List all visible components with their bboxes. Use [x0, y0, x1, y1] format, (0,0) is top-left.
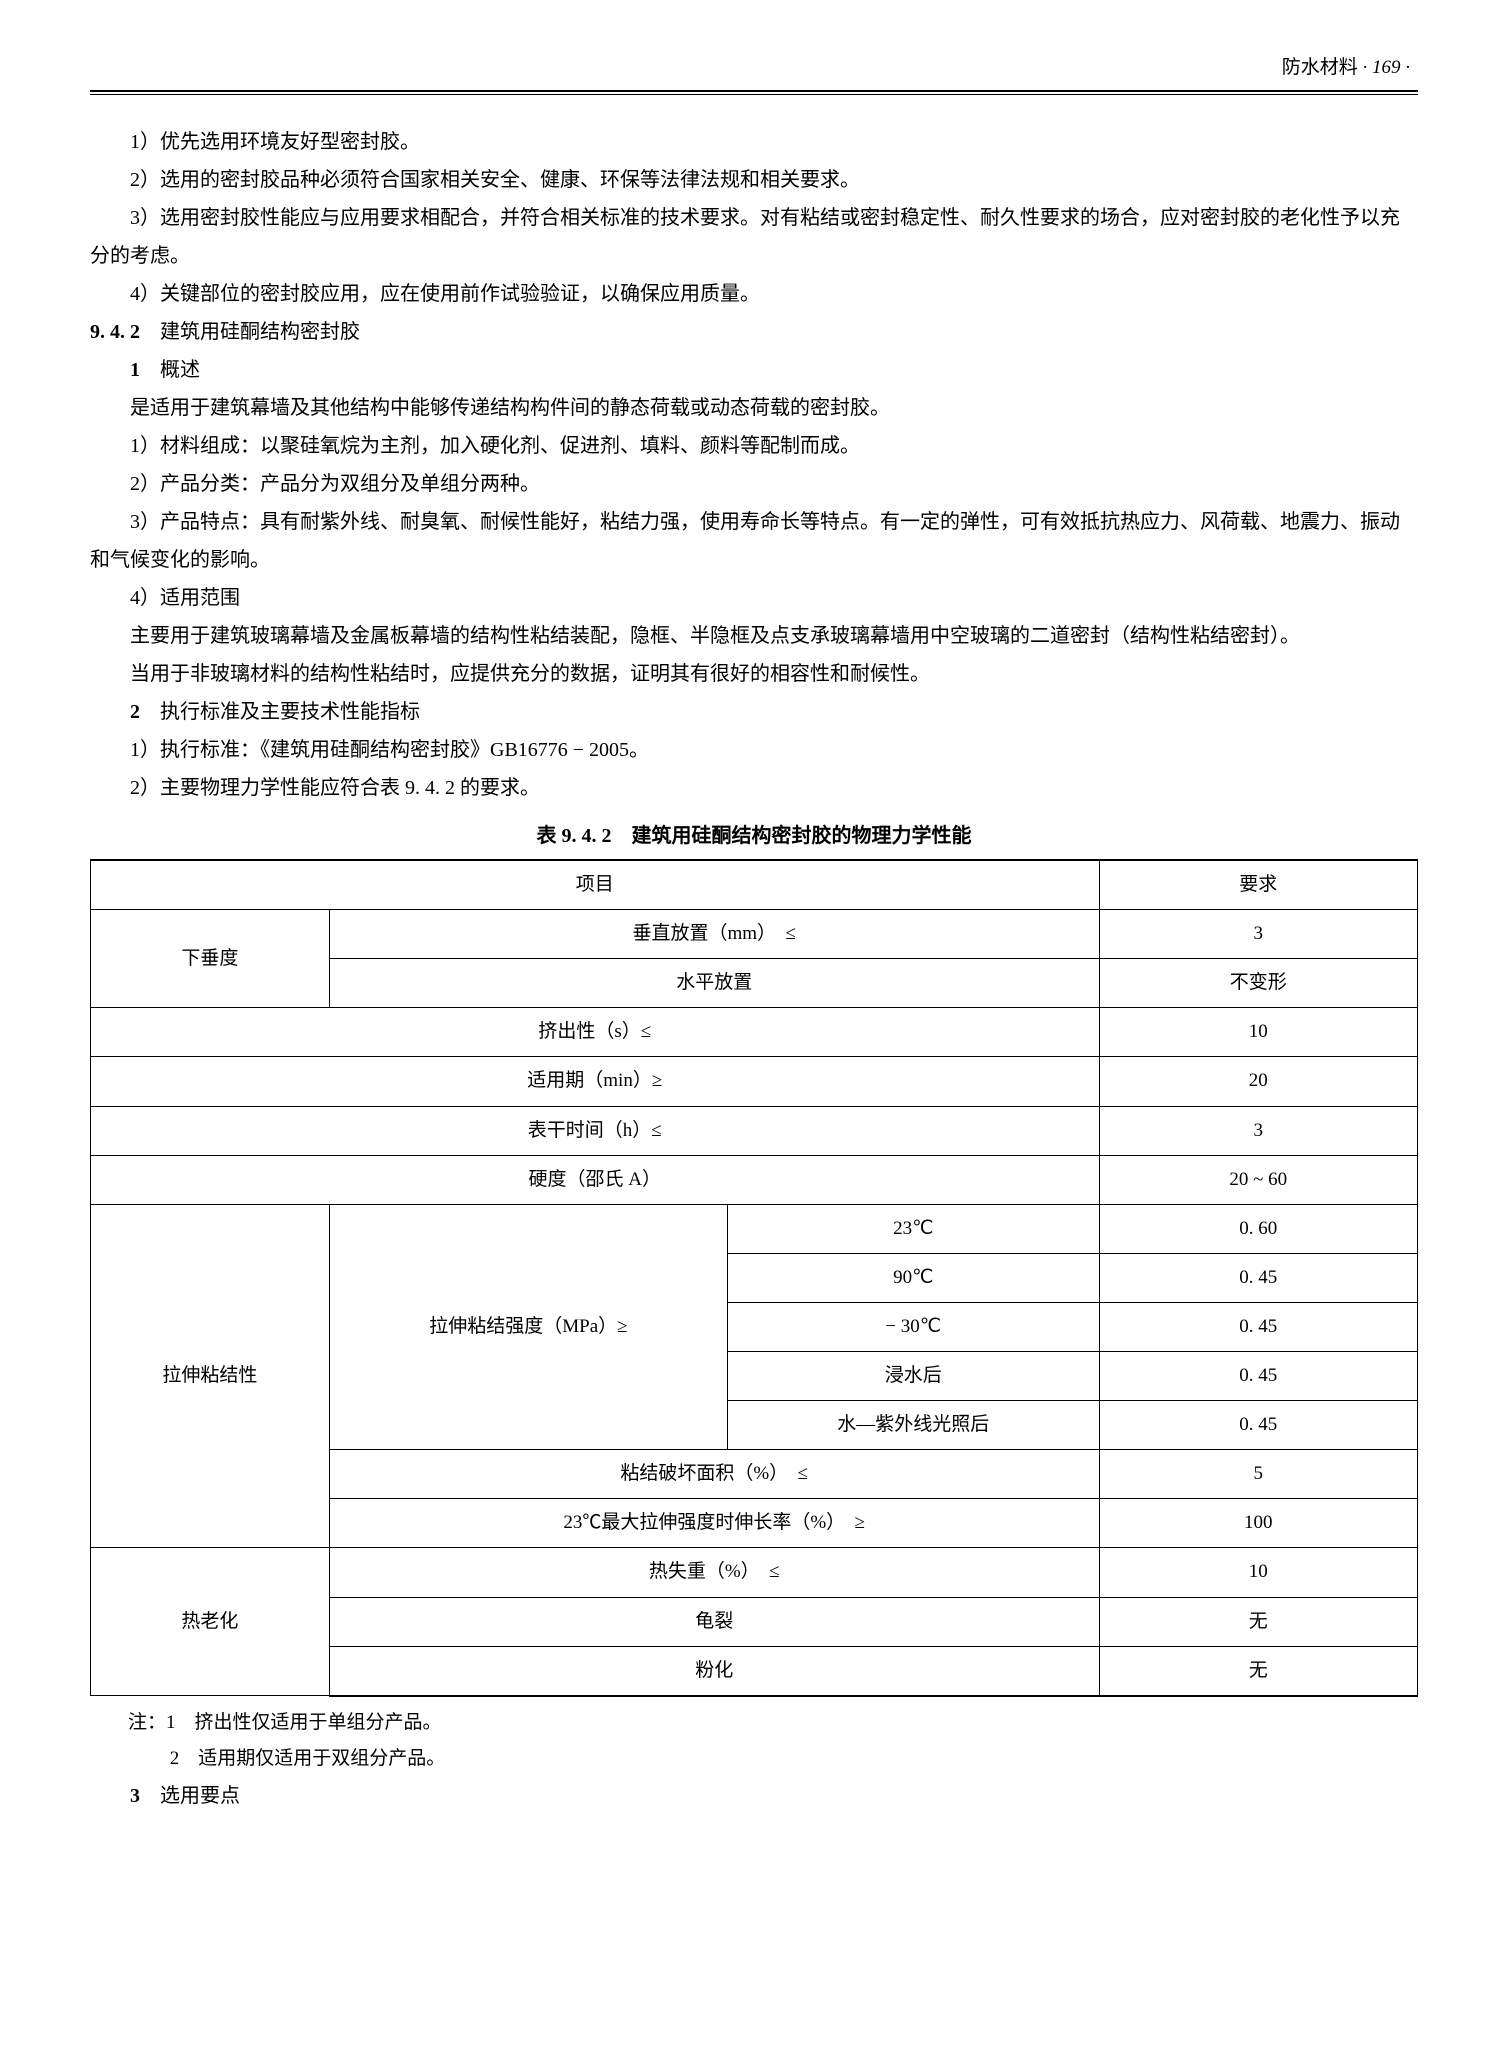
- cell: 100: [1099, 1499, 1417, 1548]
- cell: 粉化: [329, 1646, 1099, 1696]
- table-caption: 表 9. 4. 2 建筑用硅酮结构密封胶的物理力学性能: [90, 817, 1418, 855]
- table-notes: 注：1 挤出性仅适用于单组分产品。 2 适用期仅适用于双组分产品。: [90, 1705, 1418, 1777]
- cell: 3: [1099, 1106, 1417, 1155]
- subheading: 3 选用要点: [90, 1777, 1418, 1815]
- table-row: 挤出性（s）≤ 10: [91, 1008, 1418, 1057]
- cell: 硬度（邵氏 A）: [91, 1155, 1100, 1204]
- sub-title: 概述: [160, 359, 200, 381]
- table-header-row: 项目 要求: [91, 860, 1418, 910]
- cell: 热失重（%） ≤: [329, 1548, 1099, 1597]
- cell: 20 ~ 60: [1099, 1155, 1417, 1204]
- cell: 0. 45: [1099, 1352, 1417, 1401]
- paragraph: 4）适用范围: [90, 579, 1418, 617]
- paragraph: 1）材料组成：以聚硅氧烷为主剂，加入硬化剂、促进剂、填料、颜料等配制而成。: [90, 427, 1418, 465]
- paragraph-text: 3）选用密封胶性能应与应用要求相配合，并符合相关标准的技术要求。对有粘结或密封稳…: [90, 207, 1400, 267]
- paragraph: 当用于非玻璃材料的结构性粘结时，应提供充分的数据，证明其有很好的相容性和耐候性。: [90, 655, 1418, 693]
- table-row: 热老化 热失重（%） ≤ 10: [91, 1548, 1418, 1597]
- page-header: 防水材料 · 169 ·: [90, 50, 1418, 86]
- paragraph: 3）选用密封胶性能应与应用要求相配合，并符合相关标准的技术要求。对有粘结或密封稳…: [90, 199, 1418, 275]
- paragraph: 2）选用的密封胶品种必须符合国家相关安全、健康、环保等法律法规和相关要求。: [90, 161, 1418, 199]
- cell: 水平放置: [329, 959, 1099, 1008]
- header-req: 要求: [1099, 860, 1417, 910]
- sub-number: 3: [130, 1785, 140, 1807]
- cell: 0. 45: [1099, 1401, 1417, 1450]
- table-row: 表干时间（h）≤ 3: [91, 1106, 1418, 1155]
- cell: 20: [1099, 1057, 1417, 1106]
- spec-table: 项目 要求 下垂度 垂直放置（mm） ≤ 3 水平放置 不变形 挤出性（s）≤ …: [90, 859, 1418, 1697]
- cell: − 30℃: [727, 1302, 1099, 1351]
- paragraph: 2）主要物理力学性能应符合表 9. 4. 2 的要求。: [90, 769, 1418, 807]
- cell: 龟裂: [329, 1597, 1099, 1646]
- header-rule: [90, 90, 1418, 95]
- cell: 0. 60: [1099, 1204, 1417, 1253]
- cell: 拉伸粘结强度（MPa）≥: [329, 1204, 727, 1449]
- cell: 不变形: [1099, 959, 1417, 1008]
- paragraph-text: 主要用于建筑玻璃幕墙及金属板幕墙的结构性粘结装配，隐框、半隐框及点支承玻璃幕墙用…: [130, 625, 1300, 647]
- paragraph: 是适用于建筑幕墙及其他结构中能够传递结构构件间的静态荷载或动态荷载的密封胶。: [90, 389, 1418, 427]
- cell: 无: [1099, 1597, 1417, 1646]
- header-item: 项目: [91, 860, 1100, 910]
- table-row: 下垂度 垂直放置（mm） ≤ 3: [91, 910, 1418, 959]
- cell: 90℃: [727, 1253, 1099, 1302]
- cell: 浸水后: [727, 1352, 1099, 1401]
- cell: 无: [1099, 1646, 1417, 1696]
- cell: 垂直放置（mm） ≤: [329, 910, 1099, 959]
- section-heading: 9. 4. 2 建筑用硅酮结构密封胶: [90, 313, 1418, 351]
- cell: 挤出性（s）≤: [91, 1008, 1100, 1057]
- note-line: 2 适用期仅适用于双组分产品。: [128, 1741, 1418, 1777]
- page-number: · 169 ·: [1363, 57, 1411, 78]
- table-row: 硬度（邵氏 A） 20 ~ 60: [91, 1155, 1418, 1204]
- paragraph: 4）关键部位的密封胶应用，应在使用前作试验验证，以确保应用质量。: [90, 275, 1418, 313]
- sub-title: 执行标准及主要技术性能指标: [160, 701, 420, 723]
- cell: 热老化: [91, 1548, 330, 1696]
- sub-number: 1: [130, 359, 140, 381]
- cell: 0. 45: [1099, 1253, 1417, 1302]
- section-title: 建筑用硅酮结构密封胶: [160, 321, 360, 343]
- cell: 粘结破坏面积（%） ≤: [329, 1450, 1099, 1499]
- sub-number: 2: [130, 701, 140, 723]
- subheading: 1 概述: [90, 351, 1418, 389]
- note-line: 注：1 挤出性仅适用于单组分产品。: [128, 1705, 1418, 1741]
- cell: 下垂度: [91, 910, 330, 1008]
- paragraph: 1）优先选用环境友好型密封胶。: [90, 123, 1418, 161]
- table-row: 拉伸粘结性 拉伸粘结强度（MPa）≥ 23℃ 0. 60: [91, 1204, 1418, 1253]
- cell: 3: [1099, 910, 1417, 959]
- cell: 表干时间（h）≤: [91, 1106, 1100, 1155]
- table-row: 适用期（min）≥ 20: [91, 1057, 1418, 1106]
- cell: 水—紫外线光照后: [727, 1401, 1099, 1450]
- chapter-title: 防水材料: [1282, 57, 1358, 78]
- cell: 适用期（min）≥: [91, 1057, 1100, 1106]
- paragraph: 主要用于建筑玻璃幕墙及金属板幕墙的结构性粘结装配，隐框、半隐框及点支承玻璃幕墙用…: [90, 617, 1418, 655]
- content-body: 1）优先选用环境友好型密封胶。 2）选用的密封胶品种必须符合国家相关安全、健康、…: [90, 123, 1418, 807]
- cell: 23℃最大拉伸强度时伸长率（%） ≥: [329, 1499, 1099, 1548]
- subheading: 2 执行标准及主要技术性能指标: [90, 693, 1418, 731]
- cell: 拉伸粘结性: [91, 1204, 330, 1548]
- paragraph: 3）产品特点：具有耐紫外线、耐臭氧、耐候性能好，粘结力强，使用寿命长等特点。有一…: [90, 503, 1418, 579]
- cell: 23℃: [727, 1204, 1099, 1253]
- cell: 10: [1099, 1548, 1417, 1597]
- cell: 0. 45: [1099, 1302, 1417, 1351]
- cell: 10: [1099, 1008, 1417, 1057]
- cell: 5: [1099, 1450, 1417, 1499]
- paragraph: 1）执行标准：《建筑用硅酮结构密封胶》GB16776 − 2005。: [90, 731, 1418, 769]
- sub-title: 选用要点: [160, 1785, 240, 1807]
- section-number: 9. 4. 2: [90, 321, 140, 343]
- paragraph-text: 3）产品特点：具有耐紫外线、耐臭氧、耐候性能好，粘结力强，使用寿命长等特点。有一…: [90, 511, 1400, 571]
- paragraph: 2）产品分类：产品分为双组分及单组分两种。: [90, 465, 1418, 503]
